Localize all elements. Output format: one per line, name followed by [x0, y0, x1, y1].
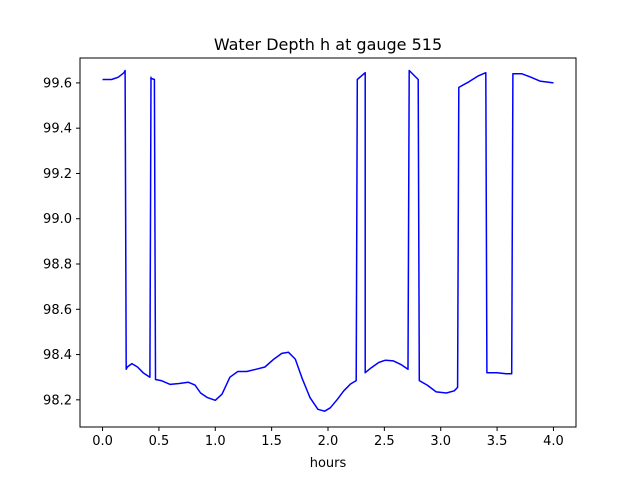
x-tick-label: 1.0	[205, 434, 226, 449]
y-tick-label: 98.4	[43, 348, 72, 363]
x-tick-label: 3.5	[487, 434, 508, 449]
chart-title: Water Depth h at gauge 515	[214, 35, 442, 54]
x-tick-label: 4.0	[543, 434, 564, 449]
y-tick-label: 98.8	[43, 258, 72, 273]
x-tick-label: 3.0	[430, 434, 451, 449]
x-axis-ticks: 0.0 0.5 1.0 1.5 2.0 2.5 3.0 3.5 4.0	[92, 427, 564, 449]
y-tick-label: 98.2	[43, 393, 72, 408]
x-tick-label: 1.5	[261, 434, 282, 449]
y-tick-label: 98.6	[43, 303, 72, 318]
x-tick-label: 2.5	[374, 434, 395, 449]
x-tick-label: 0.5	[149, 434, 170, 449]
series-line-0	[102, 69, 554, 412]
y-tick-label: 99.4	[43, 122, 72, 137]
y-axis-ticks: 98.2 98.4 98.6 98.8 99.0 99.2 99.4 99.6	[43, 76, 80, 408]
y-tick-label: 99.0	[43, 212, 72, 227]
x-tick-label: 0.0	[92, 434, 113, 449]
y-tick-label: 99.2	[43, 167, 72, 182]
x-tick-label: 2.0	[318, 434, 339, 449]
plot-area	[102, 69, 554, 412]
y-tick-label: 99.6	[43, 76, 72, 91]
axes-frame	[79, 57, 577, 428]
x-axis-label: hours	[310, 456, 347, 471]
